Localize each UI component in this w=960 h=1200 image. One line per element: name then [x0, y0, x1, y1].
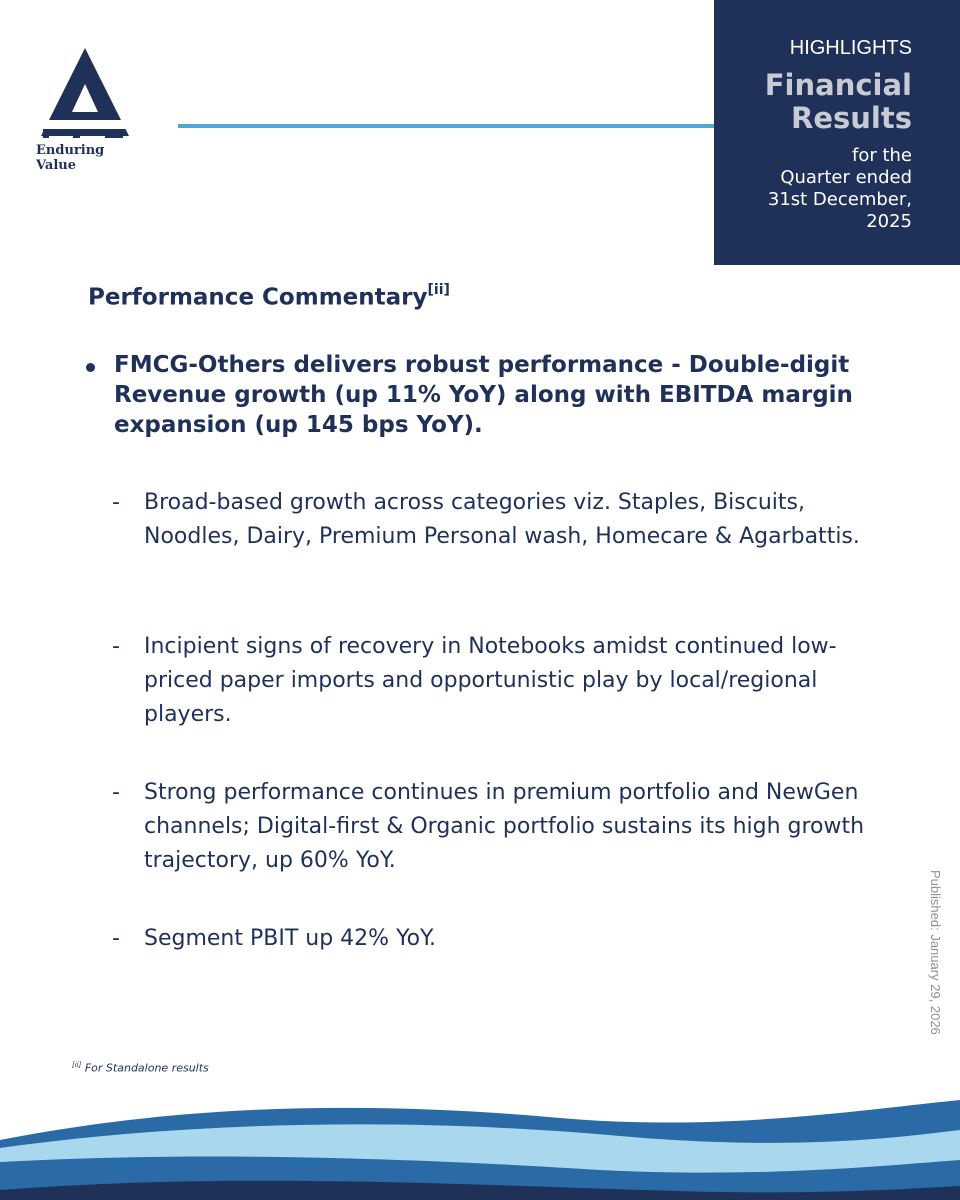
highlights-box: HIGHLIGHTS Financial Results for the Qua…	[714, 0, 960, 265]
sub-point-text: Broad-based growth across categories viz…	[144, 490, 860, 549]
published-date: Published: January 29, 2026	[925, 870, 945, 1060]
dash-icon: -	[112, 926, 120, 951]
sub-point: - Segment PBIT up 42% YoY.	[112, 922, 892, 956]
sub-point: - Broad-based growth across categories v…	[112, 486, 892, 554]
footer-waves	[0, 1100, 960, 1200]
header-divider	[178, 124, 718, 128]
highlights-title-line1: Financial	[764, 68, 912, 102]
dash-icon: -	[112, 490, 120, 515]
footnote: [ii] For Standalone results	[72, 1061, 209, 1075]
highlights-kicker: HIGHLIGHTS	[789, 37, 912, 59]
published-date-text: Published: January 29, 2026	[928, 870, 943, 1035]
footnote-text: For Standalone results	[84, 1061, 209, 1075]
sub-point-text: Strong performance continues in premium …	[144, 780, 865, 873]
logo-text: ITC	[85, 131, 87, 133]
sub-point: - Strong performance continues in premiu…	[112, 776, 892, 878]
itc-logo-icon: ITC	[39, 48, 131, 138]
section-heading-text: Performance Commentary	[88, 284, 428, 311]
footnote-ref: [ii]	[72, 1061, 82, 1069]
highlights-sub-line2: Quarter ended	[780, 167, 912, 188]
wave-dark	[0, 1180, 960, 1200]
section-heading-ref: [ii]	[427, 282, 450, 298]
brand-tagline: Enduring Value	[36, 143, 105, 173]
highlights-sub-line1: for the	[851, 145, 912, 166]
itc-logo: ITC	[35, 48, 135, 163]
sub-point-text: Segment PBIT up 42% YoY.	[144, 926, 437, 951]
main-bullet: FMCG-Others delivers robust performance …	[86, 350, 886, 440]
sub-point: - Incipient signs of recovery in Noteboo…	[112, 630, 892, 732]
dash-icon: -	[112, 634, 120, 659]
highlights-sub-line4: 2025	[866, 211, 912, 232]
section-heading: Performance Commentary[ii]	[88, 282, 450, 311]
highlights-sub-line3: 31st December,	[767, 189, 912, 210]
bullet-dot-icon	[86, 363, 95, 372]
main-bullet-text: FMCG-Others delivers robust performance …	[114, 352, 853, 438]
highlights-subtitle: for the Quarter ended 31st December, 202…	[712, 145, 912, 233]
highlights-title-line2: Results	[791, 101, 912, 135]
sub-point-text: Incipient signs of recovery in Notebooks…	[144, 634, 837, 727]
dash-icon: -	[112, 780, 120, 805]
highlights-title: Financial Results	[765, 69, 912, 135]
